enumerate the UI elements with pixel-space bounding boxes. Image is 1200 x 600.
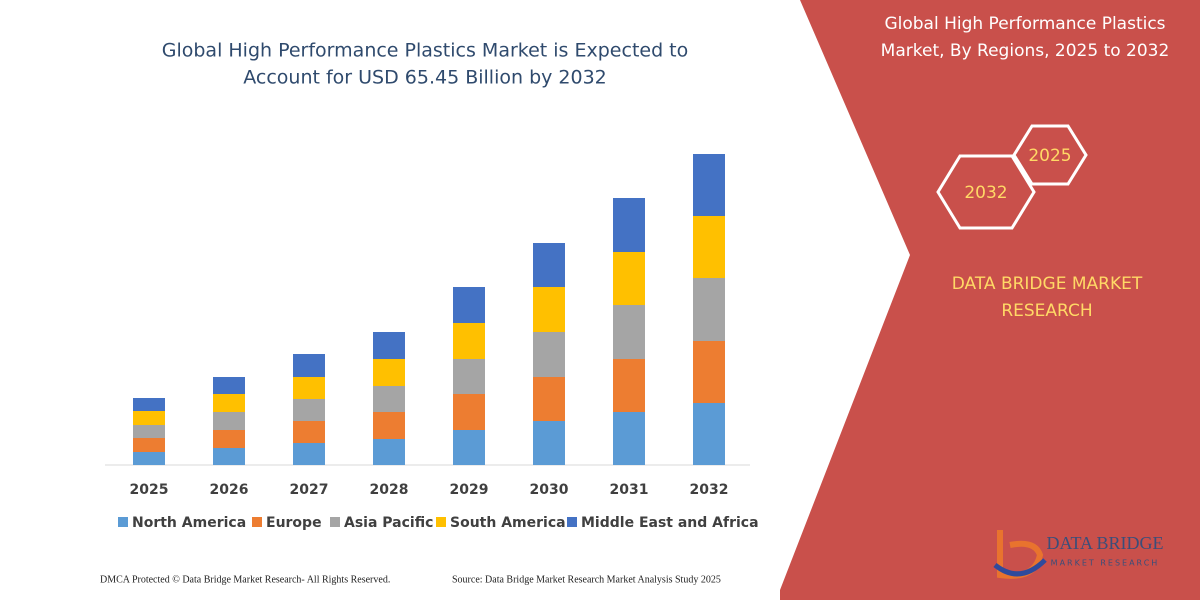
plot: 2025 2026 2027 2028 2029 2030 2031 2032 (130, 154, 729, 498)
bar-segment (693, 341, 725, 403)
bar-segment (133, 452, 165, 465)
bar-segment (533, 243, 565, 287)
hex-label: 2025 (1028, 146, 1071, 166)
bar-segment (133, 425, 165, 438)
bar-segment (453, 430, 485, 465)
bar-segment (293, 399, 325, 421)
legend-swatch (436, 517, 446, 527)
x-tick-label: 2028 (370, 482, 409, 498)
x-tick-label: 2032 (690, 482, 729, 498)
bar-segment (693, 278, 725, 341)
bar-segment (613, 412, 645, 465)
legend-swatch (252, 517, 262, 527)
bar-segment (373, 412, 405, 439)
bar-segment (533, 287, 565, 332)
legend: North America Europe Asia Pacific South Ame… (118, 515, 759, 531)
bar-segment (133, 411, 165, 425)
bar-segment (613, 198, 645, 252)
brand: RESEARCH (1001, 301, 1092, 321)
chart-title: Global High Performance Plastics Market … (162, 40, 689, 62)
x-tick-label: 2027 (290, 482, 329, 498)
legend-label: Asia Pacific (344, 515, 433, 531)
logo-name: DATA BRIDGE (1046, 533, 1163, 553)
bar-segment (613, 359, 645, 412)
red-panel (780, 0, 1200, 600)
legend-label: South America (450, 515, 566, 531)
x-tick-label: 2030 (530, 482, 569, 498)
bar-segment (213, 377, 245, 394)
panel-title: Global High Performance Plastics (884, 14, 1165, 34)
bar-segment (453, 359, 485, 394)
bar-segment (213, 430, 245, 448)
bar-segment (693, 216, 725, 278)
bar-segment (373, 359, 405, 386)
bar-segment (533, 377, 565, 421)
x-tick-label: 2031 (610, 482, 649, 498)
bar-segment (613, 252, 645, 305)
bar-segment (213, 412, 245, 430)
chart-title: Account for USD 65.45 Billion by 2032 (243, 67, 607, 89)
bar-segment (613, 305, 645, 359)
legend-label: Middle East and Africa (581, 515, 759, 531)
bar-segment (453, 323, 485, 359)
bar-segment (293, 377, 325, 399)
hex-label: 2032 (964, 183, 1007, 203)
bar-segment (693, 403, 725, 465)
footer-right: Source: Data Bridge Market Research Mark… (452, 574, 721, 585)
hexagon (1012, 124, 1088, 186)
footer-left: DMCA Protected © Data Bridge Market Rese… (100, 574, 390, 585)
bar-segment (693, 154, 725, 216)
bar-segment (293, 421, 325, 443)
bar-segment (293, 443, 325, 465)
bar-segment (133, 398, 165, 411)
bar-segment (213, 394, 245, 412)
panel-title: Market, By Regions, 2025 to 2032 (881, 41, 1170, 61)
bar-segment (293, 354, 325, 377)
bar-segment (533, 332, 565, 377)
legend-label: Europe (266, 515, 322, 531)
logo-icon (993, 558, 1047, 577)
bar-segment (453, 394, 485, 430)
bar-segment (373, 386, 405, 412)
bar-segment (373, 332, 405, 359)
brand: DATA BRIDGE MARKET (952, 274, 1143, 294)
bar-segment (213, 448, 245, 465)
bar-segment (133, 438, 165, 452)
bar-segment (533, 421, 565, 465)
legend-swatch (118, 517, 128, 527)
legend-swatch (330, 517, 340, 527)
x-tick-label: 2025 (130, 482, 169, 498)
legend-label: North America (132, 515, 246, 531)
x-tick-label: 2029 (450, 482, 489, 498)
hexagon (936, 154, 1036, 230)
legend-swatch (567, 517, 577, 527)
bar-segment (373, 439, 405, 465)
x-tick-label: 2026 (210, 482, 249, 498)
bar-segment (453, 287, 485, 323)
logo-sub: MARKET RESEARCH (1051, 559, 1160, 568)
